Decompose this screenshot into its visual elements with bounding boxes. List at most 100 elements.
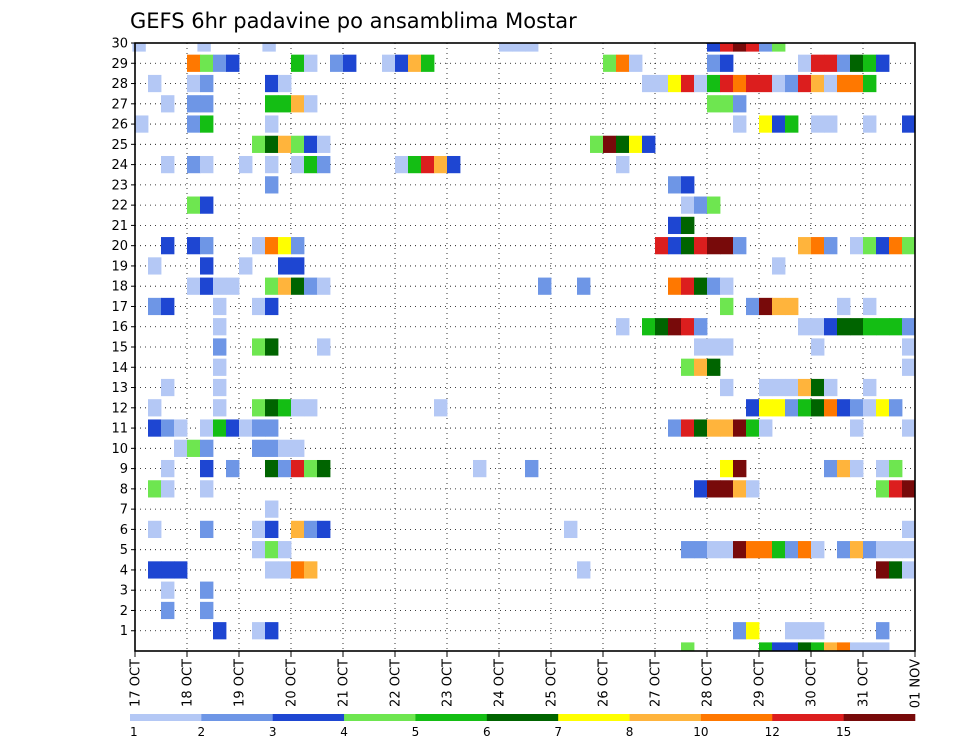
heatmap-cell [694,74,708,93]
heatmap-cell [252,541,266,559]
heatmap-cell [187,196,201,214]
heatmap-cell [616,135,630,153]
heatmap-cell [213,54,227,72]
y-tick-label: 5 [120,543,128,558]
heatmap-cell [317,459,331,478]
heatmap-cell [681,277,695,295]
heatmap-cell [499,43,513,52]
y-tick-label: 9 [120,462,128,477]
colorbar-swatch [558,714,630,721]
heatmap-cell [850,74,864,93]
y-tick-label: 6 [120,523,128,538]
heatmap-cell [148,480,162,498]
heatmap-cell [876,642,890,651]
heatmap-cell [252,419,266,437]
heatmap-cell [681,74,695,93]
y-tick-label: 29 [111,57,128,72]
heatmap-cell [161,297,175,316]
heatmap-cell [759,115,773,133]
heatmap-cell [252,338,266,356]
heatmap-cell [200,74,214,93]
x-tick-label: 18 OCT [181,659,196,707]
y-tick-label: 8 [120,482,128,497]
colorbar-label: 12 [765,725,780,739]
heatmap-cell [733,541,747,559]
x-tick-label: 24 OCT [493,659,508,707]
colorbar: 1 2 3 4 5 6 7 8 10 12 15 [130,714,916,739]
heatmap-cell [681,176,695,194]
heatmap-cell [538,277,552,295]
heatmap-cell [863,399,877,417]
heatmap-cell [642,135,656,153]
heatmap-cell [707,541,721,559]
heatmap-cell [265,500,279,518]
heatmap-cell [876,541,890,559]
y-tick-label: 13 [111,381,128,396]
heatmap-cell [902,115,916,133]
heatmap-cell [213,399,227,417]
heatmap-cell [824,74,838,93]
y-tick-label: 11 [111,422,128,437]
colorbar-label: 4 [340,725,348,739]
heatmap-cell [265,622,279,640]
heatmap-cell [902,520,916,539]
heatmap-cell [785,622,799,640]
heatmap-cell [161,419,175,437]
heatmap-cell [655,74,669,93]
heatmap-cell [265,277,279,295]
heatmap-cell [876,480,890,498]
heatmap-cell [200,257,214,275]
heatmap-cell [824,237,838,255]
heatmap-cell [278,561,292,579]
heatmap-cell [720,297,734,316]
heatmap-cell [837,642,851,651]
heatmap-cell [889,561,903,579]
heatmap-cell [668,74,682,93]
y-tick-label: 15 [111,341,128,356]
heatmap-cell [187,439,201,457]
heatmap-cell [746,480,760,498]
heatmap-cell [512,43,526,52]
heatmap-cell [265,155,279,174]
heatmap-cell [434,155,448,174]
heatmap-cell [668,237,682,255]
heatmap-cell [226,419,240,437]
heatmap-cell [863,54,877,72]
heatmap-cell [837,297,851,316]
heatmap-cell [694,237,708,255]
heatmap-cell [330,54,344,72]
heatmap-cell [798,74,812,93]
heatmap-cell [746,74,760,93]
heatmap-cell [161,581,175,599]
heatmap-cell [265,399,279,417]
colorbar-label: 5 [412,725,420,739]
heatmap-cell [811,74,825,93]
colorbar-label: 7 [554,725,562,739]
heatmap-cell [759,419,773,437]
colorbar-label: 10 [693,725,708,739]
data-cells [132,43,916,651]
colorbar-label: 15 [836,725,851,739]
heatmap-cell [382,54,396,72]
heatmap-cell [824,318,838,336]
heatmap-cell [850,318,864,336]
heatmap-cell [889,318,903,336]
heatmap-cell [733,419,747,437]
heatmap-cell [564,520,578,539]
heatmap-cell [629,54,643,72]
heatmap-cell [304,399,318,417]
heatmap-cell [291,561,305,579]
heatmap-cell [304,277,318,295]
heatmap-cell [785,297,799,316]
heatmap-cell [278,95,292,113]
heatmap-cell [733,74,747,93]
heatmap-cell [668,318,682,336]
heatmap-cell [876,399,890,417]
heatmap-cell [161,601,175,620]
heatmap-cell [876,54,890,72]
heatmap-cell [642,74,656,93]
heatmap-cell [265,237,279,255]
heatmap-cell [278,74,292,93]
heatmap-cell [577,277,591,295]
heatmap-cell [213,297,227,316]
